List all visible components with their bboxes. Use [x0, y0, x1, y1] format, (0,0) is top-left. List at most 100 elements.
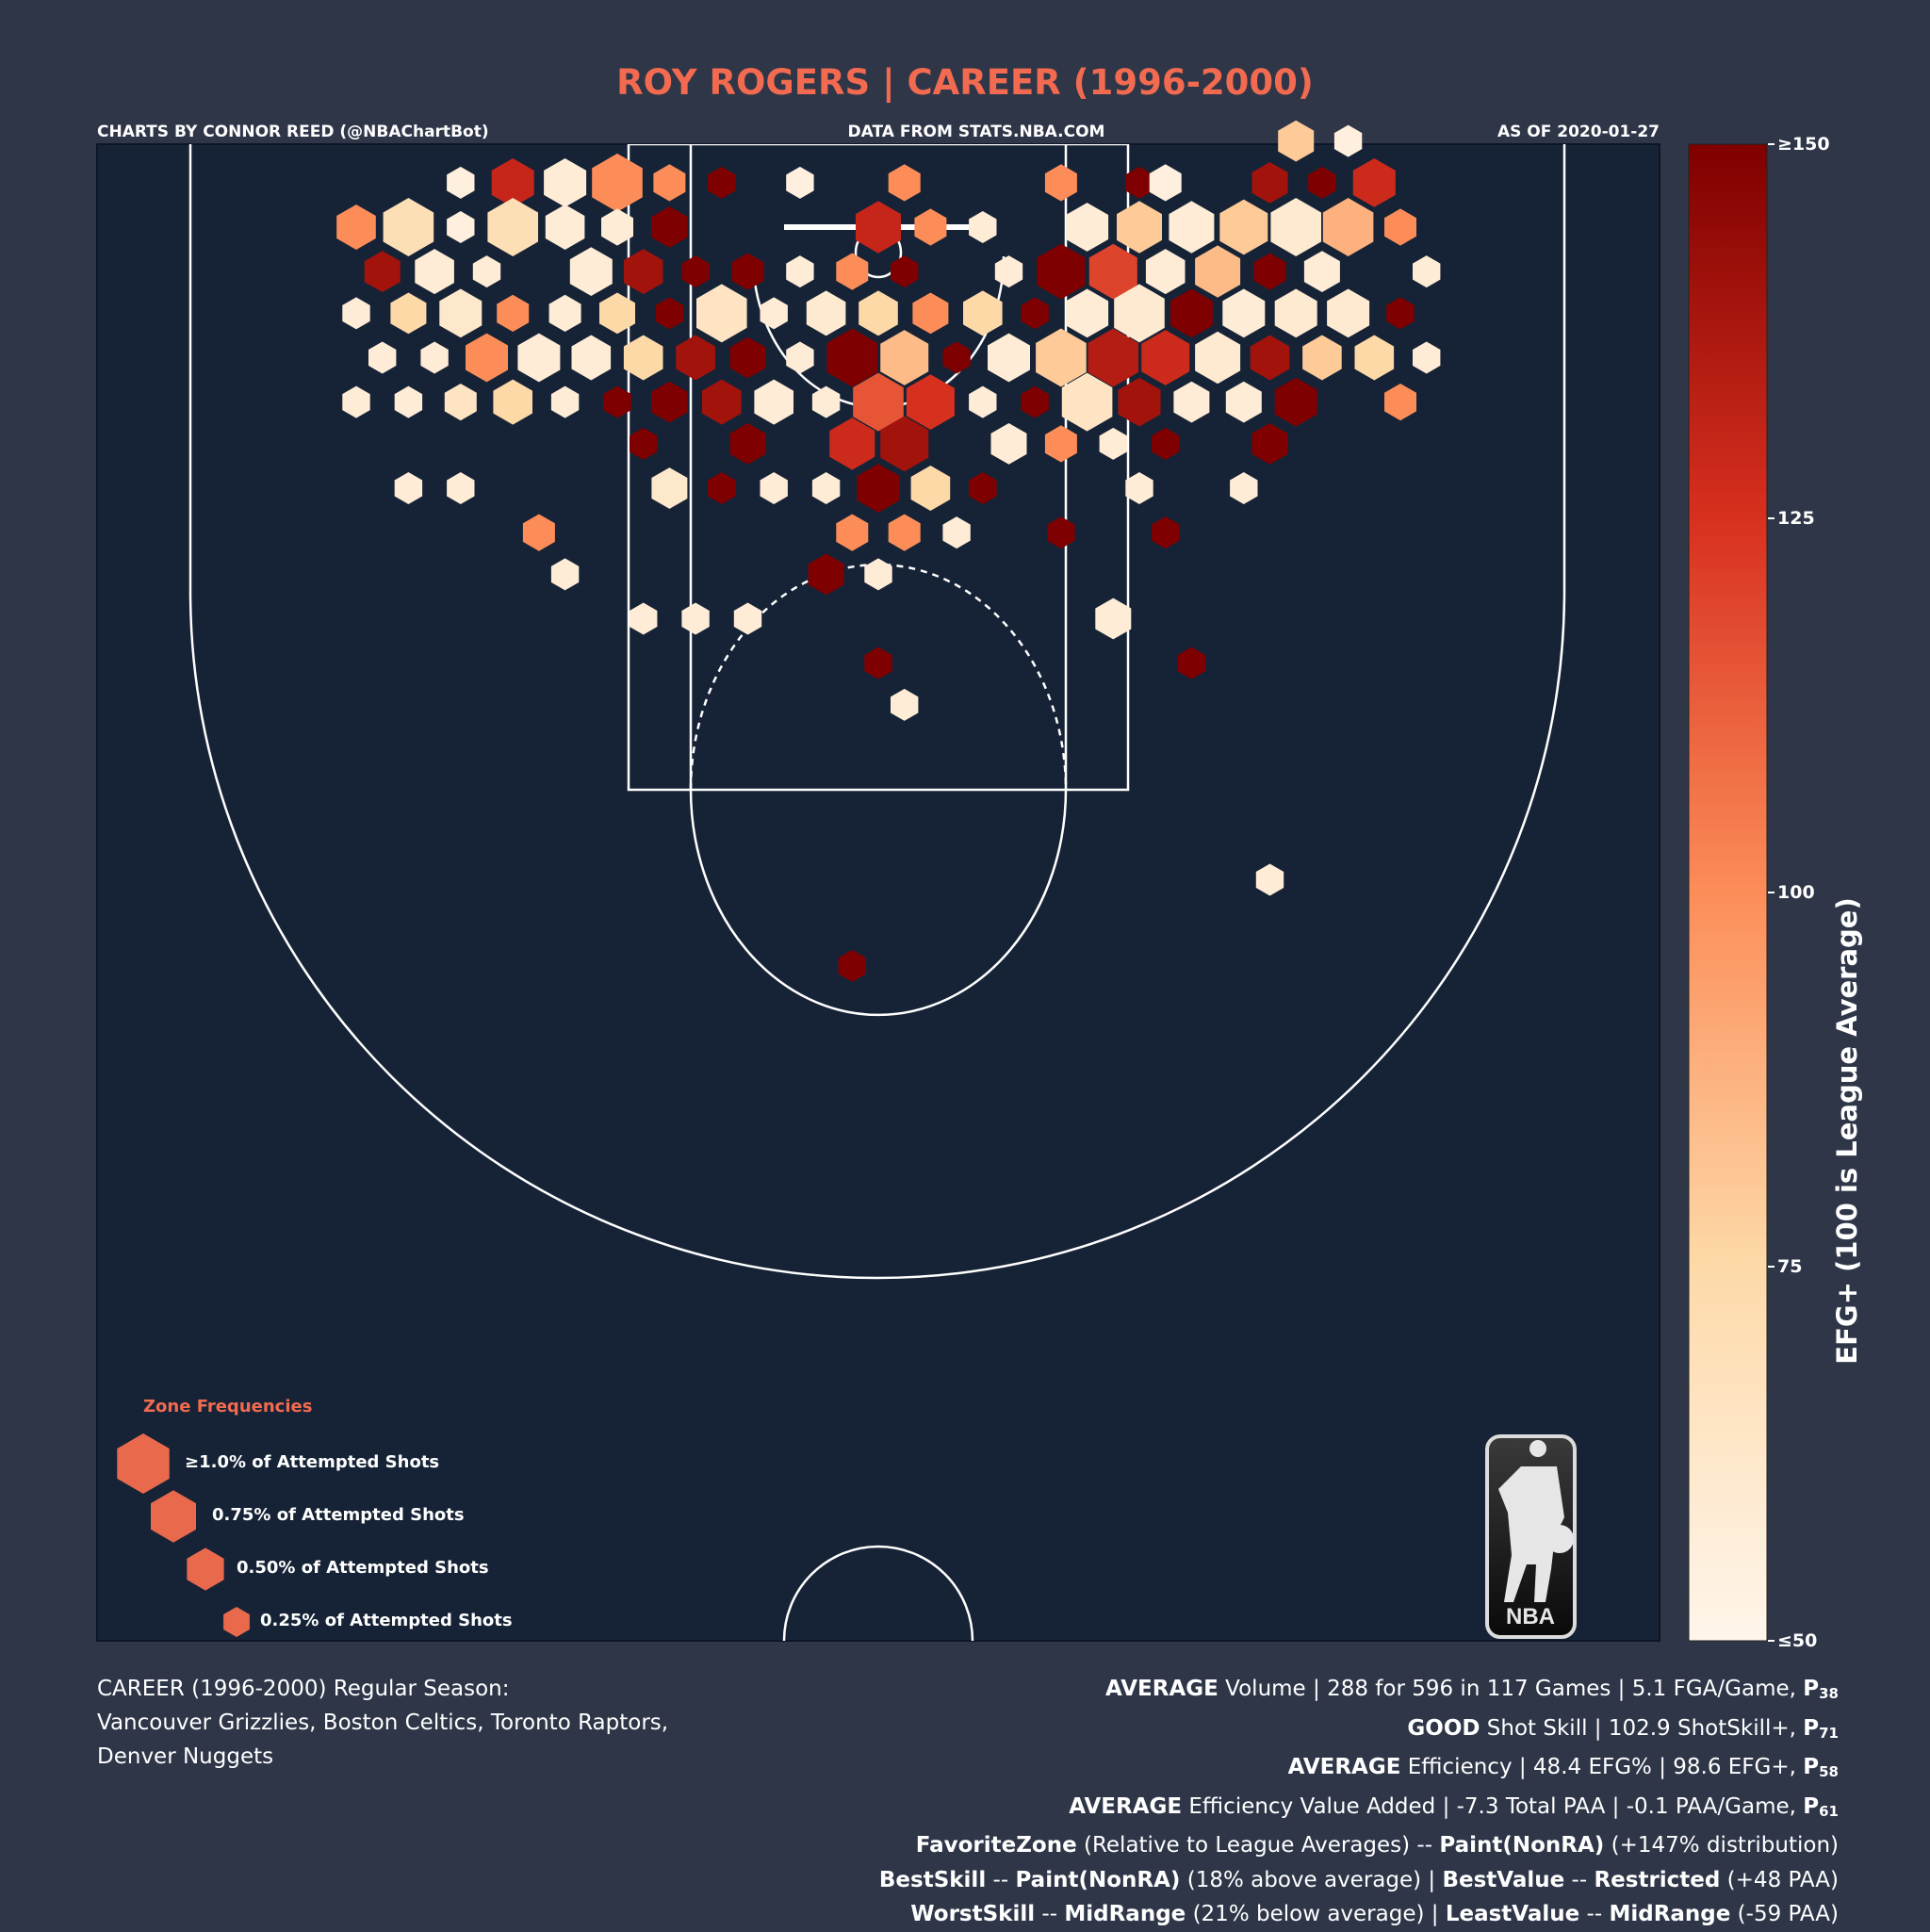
shot-hex — [702, 379, 742, 425]
legend-title: Zone Frequencies — [143, 1397, 313, 1416]
shot-hex — [1225, 381, 1262, 423]
nba-logo-text: NBA — [1506, 1604, 1555, 1629]
shot-hex — [1149, 164, 1182, 202]
shot-hex — [1195, 245, 1241, 298]
shot-hex — [891, 255, 919, 288]
shot-hex — [603, 385, 631, 418]
shot-hex — [497, 294, 530, 332]
shot-hex — [857, 464, 900, 513]
shot-hex — [1177, 647, 1206, 679]
favorite-zone-line: FavoriteZone (Relative to League Average… — [915, 1833, 1839, 1858]
shot-hex — [696, 284, 747, 343]
shot-hex — [1152, 427, 1180, 460]
shot-hex — [548, 294, 581, 332]
colorbar-tick-mark — [1768, 517, 1775, 519]
shot-hex — [1219, 199, 1268, 255]
shot-skill-line: GOOD Shot Skill | 102.9 ShotSkill+, P71 — [1407, 1715, 1839, 1742]
shot-hex — [1169, 288, 1213, 338]
shot-hex — [655, 297, 684, 330]
shot-hex — [888, 164, 921, 202]
shot-hex — [729, 336, 766, 379]
shot-hex — [544, 158, 587, 207]
shot-hex — [364, 251, 401, 292]
volume-line: AVERAGE Volume | 288 for 596 in 117 Game… — [1104, 1677, 1839, 1702]
shot-hex — [1021, 385, 1049, 418]
legend-hex — [117, 1433, 170, 1494]
shot-hex — [1117, 201, 1162, 254]
legend-label: ≥1.0% of Attempted Shots — [185, 1452, 440, 1472]
shot-hex — [1274, 288, 1317, 338]
shot-hex — [651, 381, 688, 423]
colorbar-tick-100: 100 — [1777, 882, 1815, 903]
shot-hex — [1333, 124, 1363, 157]
shot-hex — [550, 385, 580, 418]
season-line: CAREER (1996-2000) Regular Season: — [97, 1677, 510, 1701]
shot-hex — [447, 211, 475, 243]
shot-hex — [1044, 425, 1077, 463]
shot-hex — [415, 249, 454, 295]
shot-hex — [910, 466, 951, 511]
shot-hex — [808, 553, 844, 596]
shot-hex — [394, 472, 423, 504]
shot-hex — [1088, 243, 1137, 300]
shot-hex — [811, 472, 841, 504]
shot-hex — [1195, 331, 1241, 385]
shot-hex — [444, 384, 477, 421]
hexbin-layer — [336, 120, 1441, 982]
shot-hex — [1270, 198, 1321, 256]
shot-hex — [1047, 516, 1075, 549]
shot-hex — [1021, 297, 1049, 330]
shot-hex — [1145, 249, 1186, 295]
shot-hex — [569, 247, 613, 296]
shot-hex — [786, 166, 814, 199]
colorbar — [1688, 143, 1768, 1642]
value-added-line: AVERAGE Efficiency Value Added | -7.3 To… — [1069, 1793, 1839, 1820]
teams-line: Denver Nuggets — [97, 1744, 274, 1769]
shot-hex — [838, 949, 866, 982]
shot-hex — [420, 341, 449, 374]
shot-hex — [623, 249, 663, 295]
legend-hex — [223, 1607, 250, 1637]
shot-hex — [969, 472, 997, 504]
shot-hex — [681, 255, 710, 288]
shot-hex — [994, 255, 1023, 288]
shot-hex — [336, 205, 376, 250]
shot-hex — [1037, 243, 1086, 300]
colorbar-tick-75: 75 — [1777, 1256, 1803, 1277]
shot-hex — [733, 602, 762, 635]
shot-hex — [888, 514, 921, 551]
shot-hex — [599, 292, 635, 335]
shot-hex — [1173, 381, 1210, 423]
shot-hex — [466, 333, 508, 383]
shot-hex — [1302, 335, 1342, 381]
shot-hex — [493, 379, 532, 425]
teams-line: Vancouver Grizzlies, Boston Celtics, Tor… — [97, 1711, 669, 1735]
shot-hex — [1125, 472, 1153, 504]
shot-hex — [342, 297, 370, 330]
shot-hex — [836, 253, 869, 290]
legend-label: 0.75% of Attempted Shots — [212, 1505, 465, 1525]
shot-hex — [1169, 201, 1215, 254]
shot-hex — [969, 385, 997, 418]
shot-hex — [1253, 253, 1286, 290]
legend-label: 0.25% of Attempted Shots — [260, 1611, 513, 1630]
shot-hex — [942, 516, 971, 549]
shot-hex — [517, 333, 561, 383]
shot-hex — [491, 158, 534, 207]
shot-hex — [853, 372, 904, 432]
shot-hex — [990, 423, 1027, 465]
shot-hex — [1250, 335, 1290, 381]
shot-hex — [1352, 158, 1396, 207]
shot-hex — [1251, 423, 1288, 465]
shot-hex — [1222, 288, 1266, 338]
shot-hex — [472, 255, 501, 288]
shot-hex — [880, 416, 929, 472]
shot-hex — [1066, 203, 1109, 252]
shot-hex — [836, 514, 869, 551]
shot-hex — [1088, 328, 1139, 387]
shot-hex — [1413, 255, 1441, 288]
shot-hex — [914, 208, 947, 246]
shot-hex — [880, 330, 929, 385]
shot-hex — [729, 423, 766, 465]
